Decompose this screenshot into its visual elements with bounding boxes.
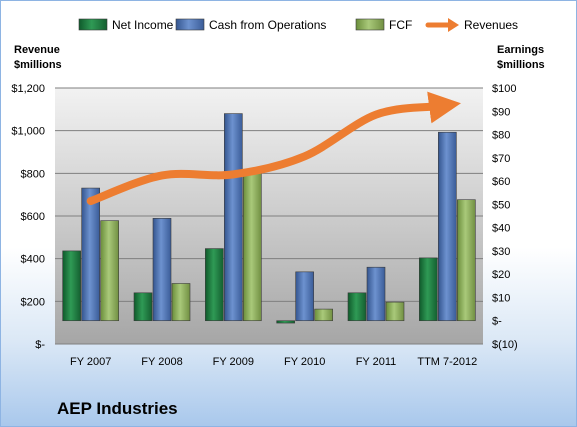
left-tick-label: $- (35, 339, 45, 351)
bar-cash-from-operations (366, 266, 386, 322)
bar-fcf (385, 301, 405, 322)
legend-arrow-revenues (448, 18, 459, 32)
right-tick-label: $90 (492, 106, 510, 118)
x-tick-label: FY 2009 (213, 356, 254, 368)
legend-swatch-net-income (78, 18, 108, 31)
x-tick-label: TTM 7-2012 (417, 356, 477, 368)
bar-fcf (243, 171, 262, 322)
bar-fcf (100, 220, 119, 322)
left-tick-label: $1,200 (11, 83, 45, 95)
left-tick-label: $200 (21, 296, 45, 308)
legend-swatch-cash-from-operations (175, 18, 205, 31)
right-tick-label: $100 (492, 83, 516, 95)
x-tick-label: FY 2008 (141, 356, 182, 368)
legend-label-cash-from-operations: Cash from Operations (209, 18, 326, 32)
left-axis: $1,200 $1,000 $800 $600 $400 $200 $- (11, 83, 45, 351)
right-tick-label: $10 (492, 292, 510, 304)
left-tick-label: $600 (21, 211, 45, 223)
right-tick-label: $- (492, 316, 502, 328)
bar-net-income (276, 320, 295, 324)
right-axis-title-line1: Earnings (497, 44, 544, 56)
bar-net-income (419, 257, 438, 322)
revenue-line-group (86, 91, 461, 206)
revenues-line (86, 91, 461, 206)
legend-swatch-fcf (355, 18, 385, 31)
x-tick-label: FY 2010 (284, 356, 325, 368)
left-tick-label: $1,000 (11, 126, 45, 138)
right-axis: $100 $90 $80 $70 $60 $50 $40 $30 $20 $10 $- $(10) (492, 83, 518, 351)
right-tick-label: $50 (492, 199, 510, 211)
bar-net-income (205, 248, 224, 322)
legend-label-revenues: Revenues (464, 18, 518, 32)
bar-cash-from-operations (152, 218, 172, 322)
left-axis-title-line2: $millions (14, 59, 62, 71)
left-axis-title-line1: Revenue (14, 44, 60, 56)
left-tick-label: $400 (21, 254, 45, 266)
right-tick-label: $30 (492, 246, 510, 258)
right-tick-label: $80 (492, 130, 510, 142)
right-tick-label: $40 (492, 223, 510, 235)
legend: Net Income Cash from Operations FCF Revenue… (78, 18, 518, 32)
bar-cash-from-operations (438, 131, 457, 322)
x-tick-label: FY 2007 (70, 356, 111, 368)
bar-net-income (62, 250, 81, 322)
bar-net-income (347, 292, 367, 322)
legend-label-net-income: Net Income (112, 18, 174, 32)
bar-fcf (314, 308, 333, 322)
x-tick-label: FY 2011 (356, 356, 397, 368)
bar-fcf (171, 283, 191, 322)
bar-cash-from-operations (81, 187, 100, 322)
bar-cash-from-operations (295, 271, 314, 322)
bar-cash-from-operations (224, 113, 243, 322)
left-tick-label: $800 (21, 168, 45, 180)
right-tick-label: $20 (492, 269, 510, 281)
bar-fcf (457, 199, 476, 322)
x-axis: FY 2007 FY 2008 FY 2009 FY 2010 FY 2011 TTM 7… (70, 356, 477, 368)
legend-label-fcf: FCF (389, 18, 412, 32)
right-tick-label: $(10) (492, 339, 518, 351)
company-name: AEP Industries (57, 399, 178, 418)
bars (62, 113, 476, 324)
gridlines (55, 87, 483, 345)
right-tick-label: $70 (492, 153, 510, 165)
bar-net-income (133, 292, 153, 322)
right-tick-label: $60 (492, 176, 510, 188)
right-axis-title-line2: $millions (497, 59, 545, 71)
